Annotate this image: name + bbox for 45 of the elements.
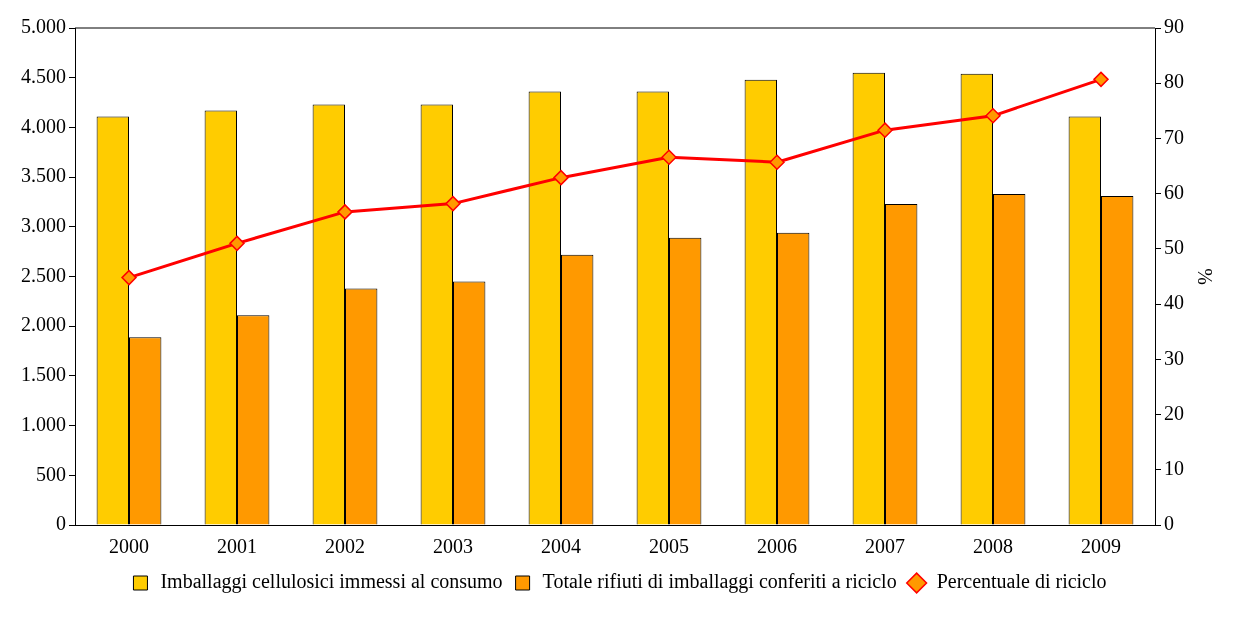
point — [229, 235, 245, 252]
x-tick-label: 2007 — [865, 535, 905, 558]
point — [445, 195, 461, 212]
y2-tick-label: 80 — [1164, 70, 1184, 93]
y2-tick-label: 30 — [1164, 346, 1184, 369]
point — [985, 108, 1001, 124]
point — [121, 269, 137, 286]
point — [553, 169, 569, 186]
y2-axis-title: % — [1193, 268, 1216, 285]
y-tick-label: 1.500 — [21, 363, 66, 386]
x-tick-label: 2008 — [973, 535, 1013, 558]
y2-tick-label: 50 — [1164, 236, 1184, 259]
y-tick-label: 0 — [56, 512, 66, 535]
y2-tick-label: 0 — [1164, 512, 1174, 535]
point — [337, 204, 353, 220]
y-tick-label: 500 — [36, 462, 66, 485]
legend-label: Imballaggi cellulosici immessi al consumo — [160, 570, 503, 594]
y-tick-label: 3.500 — [21, 164, 66, 187]
legend-label: Percentuale di riciclo — [936, 570, 1107, 593]
y-tick-label: 3.000 — [21, 214, 66, 237]
x-tick-label: 2005 — [649, 535, 689, 558]
x-tick-label: 2006 — [757, 535, 797, 558]
y2-tick-label: 70 — [1164, 125, 1184, 148]
y-tick-label: 4.500 — [21, 64, 66, 87]
x-tick-label: 2009 — [1081, 535, 1121, 558]
y-tick-label: 4.000 — [21, 114, 66, 137]
x-tick-label: 2004 — [541, 535, 581, 558]
point — [661, 149, 677, 165]
y2-tick-label: 40 — [1164, 291, 1184, 314]
y2-tick-label: 10 — [1164, 457, 1184, 480]
point — [877, 122, 893, 138]
y2-tick-label: 90 — [1164, 15, 1184, 38]
y2-tick-label: 20 — [1164, 401, 1184, 424]
x-tick-label: 2001 — [217, 535, 257, 558]
y-tick-label: 2.000 — [21, 313, 66, 336]
x-tick-label: 2002 — [325, 535, 365, 558]
y-tick-label: 1.000 — [21, 412, 66, 435]
point — [769, 154, 785, 170]
legend-label: Totale rifiuti di imballaggi conferiti a riciclo — [542, 570, 897, 594]
x-tick-label: 2000 — [109, 535, 149, 558]
point — [1093, 71, 1109, 88]
y-tick-label: 2.500 — [21, 263, 66, 286]
y2-tick-label: 60 — [1164, 180, 1184, 203]
y-tick-label: 5.000 — [21, 15, 66, 38]
x-tick-label: 2003 — [433, 535, 473, 558]
